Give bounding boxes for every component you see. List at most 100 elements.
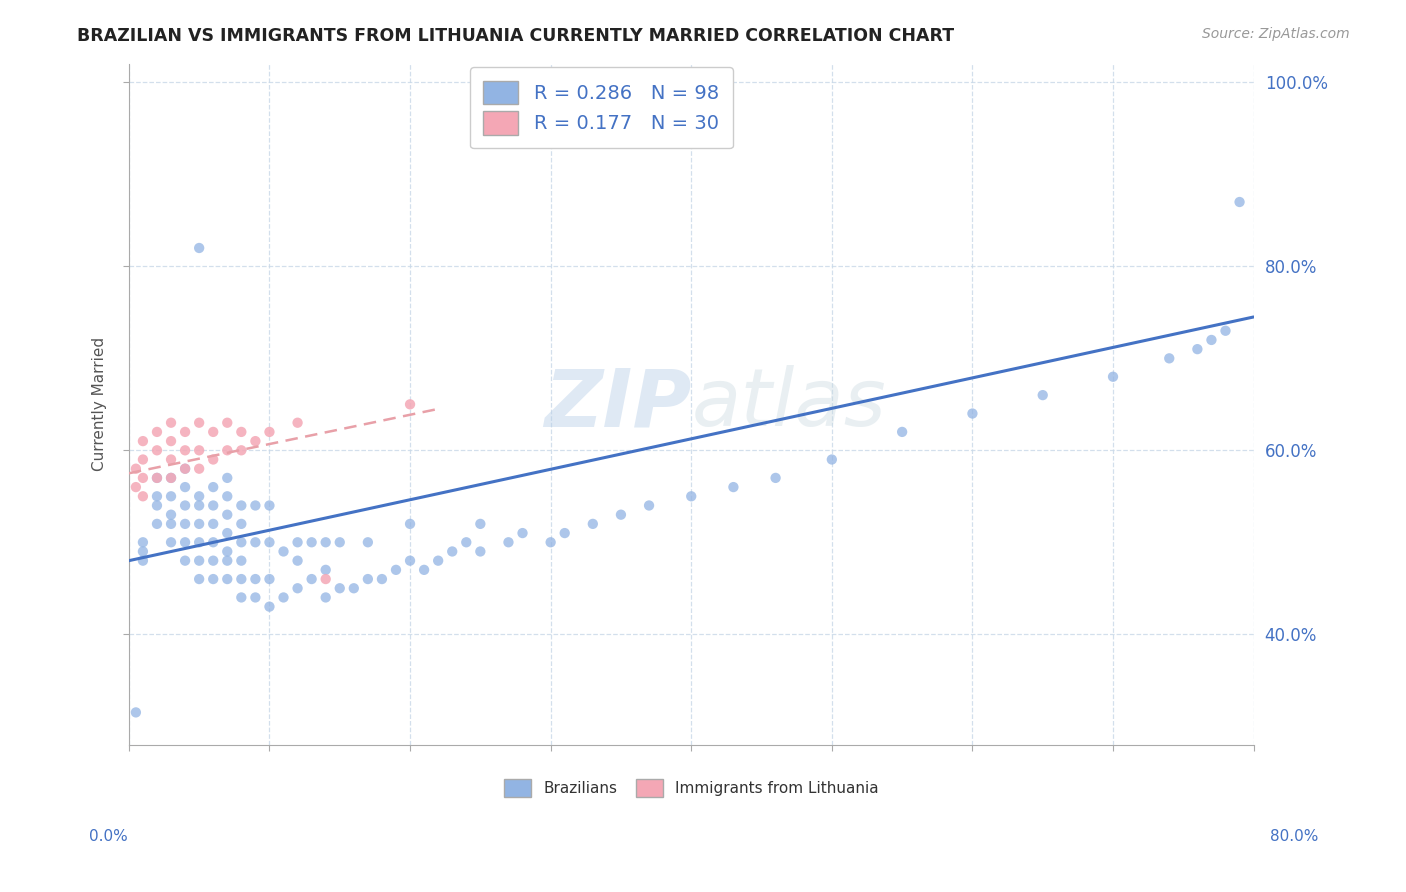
Point (1187, 342, 1209, 356)
Text: atlas: atlas (692, 366, 886, 443)
Point (146, 471, 169, 485)
Point (125, 461, 148, 475)
Point (287, 416, 309, 430)
Point (245, 535, 267, 549)
Point (765, 471, 787, 485)
Point (160, 434, 183, 449)
Point (301, 535, 323, 549)
Point (1229, 194, 1251, 209)
Point (217, 443, 239, 458)
Point (273, 591, 295, 605)
Point (399, 397, 422, 411)
Point (245, 591, 267, 605)
Point (202, 554, 225, 568)
Point (132, 471, 155, 485)
Point (160, 471, 183, 485)
Point (540, 535, 562, 549)
Point (217, 544, 239, 558)
Point (188, 572, 211, 586)
Point (160, 416, 183, 430)
Point (962, 407, 984, 421)
Point (160, 535, 183, 549)
Point (132, 489, 155, 503)
Text: BRAZILIAN VS IMMIGRANTS FROM LITHUANIA CURRENTLY MARRIED CORRELATION CHART: BRAZILIAN VS IMMIGRANTS FROM LITHUANIA C… (77, 27, 955, 45)
Point (273, 544, 295, 558)
Point (132, 434, 155, 449)
Text: 0.0%: 0.0% (89, 830, 128, 844)
Point (723, 480, 745, 494)
Point (329, 535, 352, 549)
Point (259, 535, 281, 549)
Point (357, 572, 380, 586)
Point (188, 443, 211, 458)
Point (202, 452, 225, 467)
Point (202, 535, 225, 549)
Point (174, 443, 197, 458)
Point (217, 471, 239, 485)
Point (427, 554, 450, 568)
Point (217, 489, 239, 503)
Point (174, 535, 197, 549)
Point (188, 535, 211, 549)
Point (498, 535, 520, 549)
Point (231, 425, 253, 439)
Point (343, 581, 366, 595)
Point (413, 563, 436, 577)
Point (385, 563, 408, 577)
Point (1159, 351, 1181, 366)
Point (217, 526, 239, 541)
Text: 80.0%: 80.0% (1271, 830, 1319, 844)
Point (399, 554, 422, 568)
Point (231, 572, 253, 586)
Point (132, 535, 155, 549)
Point (470, 516, 492, 531)
Point (174, 425, 197, 439)
Point (456, 535, 478, 549)
Point (160, 452, 183, 467)
Point (470, 544, 492, 558)
Text: ZIP: ZIP (544, 366, 692, 443)
Point (174, 554, 197, 568)
Point (125, 706, 148, 720)
Point (231, 499, 253, 513)
Point (202, 480, 225, 494)
Point (512, 526, 534, 541)
Point (287, 554, 309, 568)
Point (315, 535, 337, 549)
Point (174, 516, 197, 531)
Point (217, 554, 239, 568)
Point (231, 516, 253, 531)
Text: Source: ZipAtlas.com: Source: ZipAtlas.com (1202, 27, 1350, 41)
Point (146, 499, 169, 513)
Point (174, 461, 197, 475)
Point (1215, 324, 1237, 338)
Point (315, 563, 337, 577)
Point (146, 516, 169, 531)
Point (132, 544, 155, 558)
Point (174, 499, 197, 513)
Point (132, 452, 155, 467)
Point (610, 508, 633, 522)
Point (188, 241, 211, 255)
Point (891, 425, 914, 439)
Point (188, 489, 211, 503)
Y-axis label: Currently Married: Currently Married (93, 337, 107, 471)
Point (582, 516, 605, 531)
Point (821, 452, 844, 467)
Point (1201, 333, 1223, 347)
Point (231, 443, 253, 458)
Point (1102, 369, 1125, 384)
Point (202, 425, 225, 439)
Point (202, 499, 225, 513)
Point (371, 572, 394, 586)
Point (217, 508, 239, 522)
Point (357, 535, 380, 549)
Point (245, 434, 267, 449)
Point (174, 480, 197, 494)
Point (638, 499, 661, 513)
Point (315, 591, 337, 605)
Point (160, 489, 183, 503)
Point (132, 554, 155, 568)
Point (188, 516, 211, 531)
Point (231, 554, 253, 568)
